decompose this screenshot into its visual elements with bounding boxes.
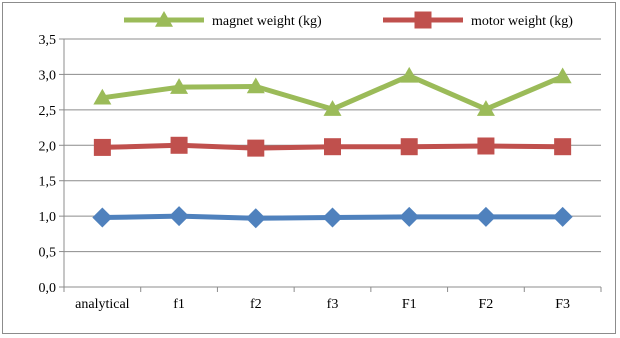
data-point (93, 138, 111, 156)
data-point (323, 100, 342, 116)
x-tick-label: f3 (327, 297, 339, 312)
x-tick-label: F3 (555, 297, 570, 312)
legend-label: motor weight (kg) (471, 14, 573, 29)
legend-marker (155, 11, 173, 27)
data-point (475, 206, 496, 227)
data-point (554, 138, 572, 156)
x-tick-label: F2 (479, 297, 494, 312)
data-point (324, 138, 341, 156)
y-tick-label: 3,5 (39, 33, 57, 48)
axes (59, 38, 602, 292)
y-tick-label: 0,5 (39, 246, 57, 261)
legend-marker (414, 11, 432, 29)
x-tick-label: F1 (402, 297, 417, 312)
data-point (170, 136, 188, 154)
data-point (477, 137, 495, 155)
data-point (399, 206, 420, 227)
data-point (92, 207, 113, 228)
x-tick-label: analytical (75, 297, 130, 312)
data-point (170, 78, 189, 94)
y-tick-label: 0,0 (39, 281, 57, 296)
data-point (169, 206, 190, 227)
y-tick-label: 2,5 (39, 104, 57, 119)
y-tick-label: 3,0 (39, 68, 57, 83)
chart-frame (2, 2, 616, 334)
x-tick-label: f2 (250, 297, 262, 312)
data-point (246, 77, 265, 94)
legend: magnet weight (kg) motor weight (kg) (124, 11, 573, 29)
data-point (476, 100, 495, 116)
data-point (400, 138, 418, 156)
data-point (93, 88, 112, 105)
data-point (400, 66, 419, 83)
y-tick-label: 1,0 (39, 210, 57, 225)
gridlines (64, 38, 601, 288)
y-tick-labels: 0,0 0,5 1,0 1,5 2,0 2,5 3,0 3,5 (39, 33, 57, 296)
data-point (247, 139, 265, 157)
data-point (553, 67, 572, 84)
y-tick-label: 1,5 (39, 175, 57, 190)
data-point (552, 206, 573, 227)
data-point (245, 208, 266, 229)
legend-label: magnet weight (kg) (212, 14, 322, 29)
y-tick-label: 2,0 (39, 139, 57, 154)
x-tick-label: f1 (173, 297, 185, 312)
data-point (322, 207, 343, 228)
x-tick-labels: analytical f1 f2 f3 F1 F2 F3 (75, 297, 570, 312)
series-group (92, 66, 573, 229)
